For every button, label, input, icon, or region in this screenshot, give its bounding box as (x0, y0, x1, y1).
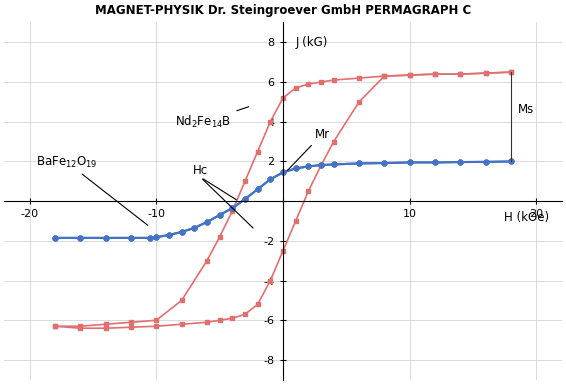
Text: BaFe$_{12}$O$_{19}$: BaFe$_{12}$O$_{19}$ (36, 154, 148, 225)
Text: J (kG): J (kG) (295, 36, 328, 50)
Text: Hc: Hc (193, 164, 208, 177)
Text: H (kOe): H (kOe) (504, 211, 549, 224)
Text: Mr: Mr (288, 127, 330, 170)
Text: Ms: Ms (517, 103, 534, 116)
Title: MAGNET-PHYSIK Dr. Steingroever GmbH PERMAGRAPH C: MAGNET-PHYSIK Dr. Steingroever GmbH PERM… (95, 4, 471, 17)
Text: Nd$_2$Fe$_{14}$B: Nd$_2$Fe$_{14}$B (175, 107, 248, 130)
